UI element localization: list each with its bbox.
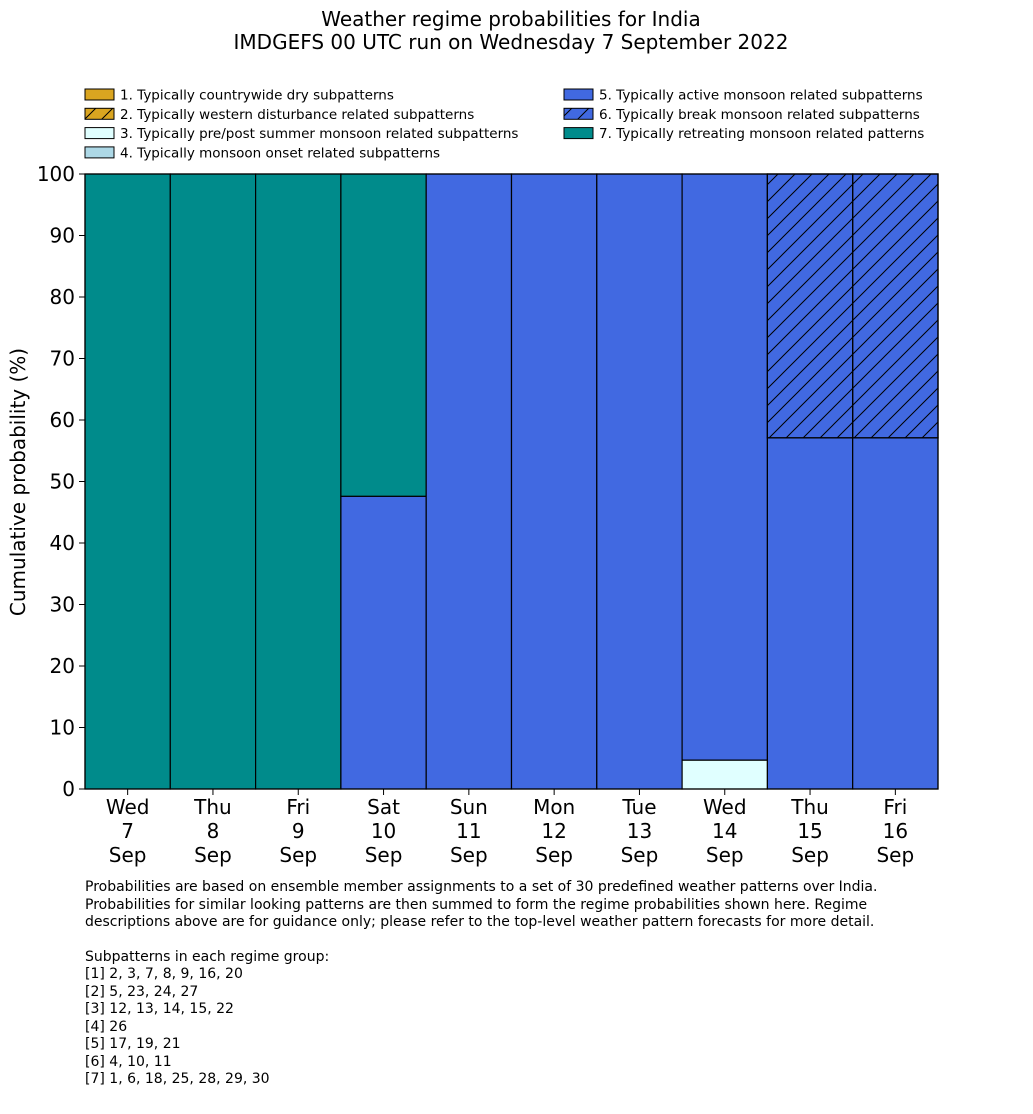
y-tick-label: 70: [50, 347, 75, 371]
x-tick-label: Wed: [703, 795, 747, 819]
group-line: [7] 1, 6, 18, 25, 28, 29, 30: [85, 1071, 270, 1087]
x-tick-label: Sep: [621, 843, 659, 867]
group-line: [5] 17, 19, 21: [85, 1036, 181, 1052]
y-tick-label: 0: [62, 777, 75, 801]
x-tick-label: 7: [121, 819, 134, 843]
x-tick-label: Sep: [365, 843, 403, 867]
y-tick-label: 100: [37, 162, 75, 186]
bar-segment: [852, 437, 939, 790]
x-tick-label: 11: [456, 819, 481, 843]
x-tick-label: Sep: [706, 843, 744, 867]
notes-line: Probabilities for similar looking patter…: [85, 896, 868, 913]
legend-label: 4. Typically monsoon onset related subpa…: [120, 145, 440, 161]
legend-label: 6. Typically break monsoon related subpa…: [599, 107, 920, 123]
x-tick-label: 13: [627, 819, 652, 843]
bar-segment-hatch: [766, 173, 854, 439]
bar-segment: [425, 173, 513, 790]
bar-segment: [596, 173, 683, 790]
legend: 1. Typically countrywide dry subpatterns…: [84, 88, 924, 161]
x-tick-label: Sep: [450, 843, 488, 867]
y-tick-label: 20: [50, 654, 75, 678]
x-tick-label: Fri: [286, 795, 310, 819]
legend-label: 3. Typically pre/post summer monsoon rel…: [120, 126, 518, 142]
bar-segment: [340, 495, 427, 790]
bar-segment: [84, 173, 171, 790]
legend-swatch-hatch: [564, 108, 593, 120]
x-tick-label: Sun: [450, 795, 488, 819]
x-tick-label: Fri: [883, 795, 907, 819]
y-tick-label: 30: [50, 593, 75, 617]
group-line: [1] 2, 3, 7, 8, 9, 16, 20: [85, 966, 243, 982]
x-tick-label: Mon: [533, 795, 575, 819]
group-line: [3] 12, 13, 14, 15, 22: [85, 1001, 234, 1017]
x-tick-label: Sep: [109, 843, 147, 867]
groups-heading: Subpatterns in each regime group:: [85, 948, 330, 965]
bars-layer: [84, 173, 939, 790]
x-tick-label: 14: [712, 819, 737, 843]
y-tick-label: 60: [50, 408, 75, 432]
chart-title: Weather regime probabilities for India: [321, 7, 701, 31]
x-tick-label: Sat: [367, 795, 400, 819]
y-tick-label: 80: [50, 285, 75, 309]
x-tick-label: Thu: [790, 795, 829, 819]
x-tick-label: Sep: [279, 843, 317, 867]
x-tick-label: Sep: [535, 843, 573, 867]
y-tick-label: 10: [50, 716, 75, 740]
bar-segment: [766, 437, 854, 790]
group-line: [4] 26: [85, 1018, 128, 1035]
x-tick-label: 15: [797, 819, 822, 843]
legend-swatch: [84, 127, 115, 140]
x-tick-label: Sep: [876, 843, 914, 867]
legend-label: 1. Typically countrywide dry subpatterns: [120, 88, 394, 104]
y-axis-label: Cumulative probability (%): [6, 348, 30, 616]
y-tick-label: 50: [50, 470, 75, 494]
group-line: [2] 5, 23, 24, 27: [85, 983, 199, 1000]
bar-segment: [681, 173, 768, 761]
notes-section: Probabilities are based on ensemble memb…: [85, 879, 1005, 1089]
legend-swatch-hatch: [85, 108, 114, 120]
x-tick-label: 16: [883, 819, 908, 843]
bar-segment: [510, 173, 598, 790]
legend-label: 2. Typically western disturbance related…: [120, 107, 474, 123]
bar-segment-hatch: [852, 173, 939, 439]
legend-swatch: [563, 127, 594, 140]
y-tick-label: 40: [50, 531, 75, 555]
y-tick-label: 90: [50, 224, 75, 248]
legend-label: 7. Typically retreating monsoon related …: [599, 126, 924, 142]
x-tick-label: Sep: [194, 843, 232, 867]
axes-layer: 0102030405060708090100Wed7SepThu8SepFri9…: [37, 162, 939, 867]
x-tick-label: 8: [207, 819, 220, 843]
x-tick-label: Wed: [106, 795, 150, 819]
bar-segment: [681, 759, 768, 790]
x-tick-label: Thu: [193, 795, 232, 819]
legend-label: 5. Typically active monsoon related subp…: [599, 88, 923, 104]
bar-segment: [340, 173, 427, 497]
x-tick-label: 9: [292, 819, 305, 843]
notes-line: Probabilities are based on ensemble memb…: [85, 879, 878, 895]
legend-swatch: [84, 88, 115, 101]
notes-line: descriptions above are for guidance only…: [85, 914, 875, 930]
chart-subtitle: IMDGEFS 00 UTC run on Wednesday 7 Septem…: [234, 30, 789, 54]
legend-swatch: [84, 146, 115, 159]
legend-swatch: [563, 88, 594, 101]
group-line: [6] 4, 10, 11: [85, 1053, 172, 1070]
x-tick-label: 12: [541, 819, 566, 843]
bar-segment: [255, 173, 342, 790]
bar-segment: [169, 173, 257, 790]
regime-probability-chart: Weather regime probabilities for India I…: [6, 7, 939, 867]
x-tick-label: Tue: [621, 795, 656, 819]
x-tick-label: 10: [371, 819, 396, 843]
x-tick-label: Sep: [791, 843, 829, 867]
